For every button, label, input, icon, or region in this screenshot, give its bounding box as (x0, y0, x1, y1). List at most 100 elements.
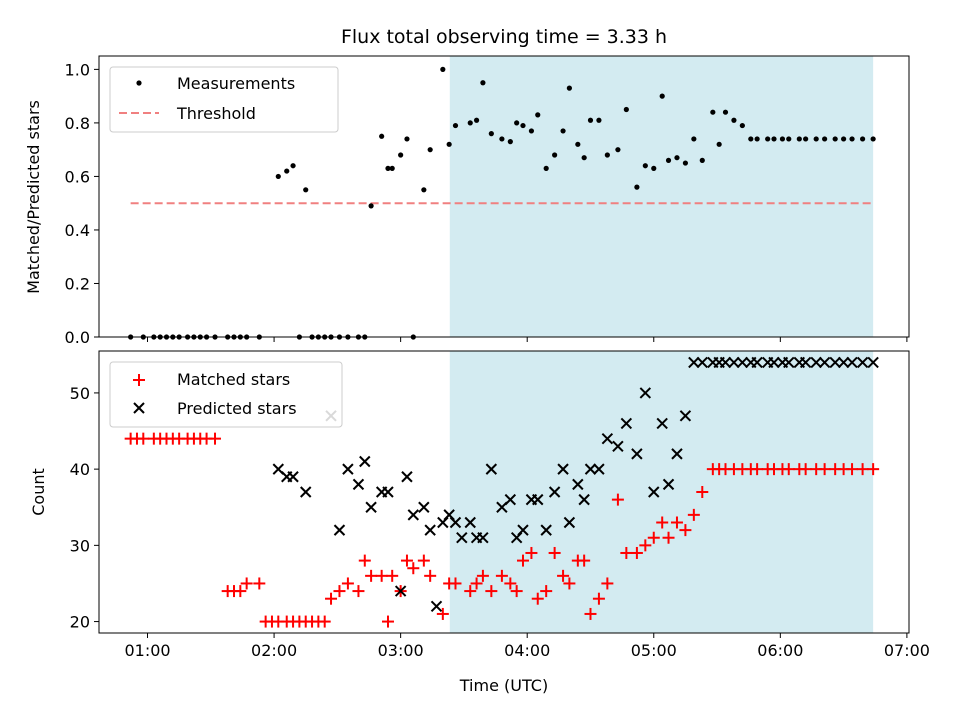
predicted-star-point (751, 356, 763, 369)
matched-star-point (358, 554, 371, 567)
matched-star-point (318, 615, 331, 628)
matched-star-point (557, 569, 570, 582)
bottom-legend: Matched stars Predicted stars (109, 361, 343, 428)
matched-star-point (375, 569, 388, 582)
legend-threshold-label: Threshold (176, 104, 256, 123)
matched-star-point (495, 569, 508, 582)
matched-star-point (333, 585, 346, 598)
y-tick-label: 0.6 (65, 167, 90, 186)
matched-star-point (799, 463, 812, 476)
predicted-star-point (631, 448, 643, 460)
measurement-point (467, 120, 473, 126)
measurement-point (575, 141, 581, 147)
measurement-point (368, 203, 374, 209)
measurement-point (710, 109, 716, 115)
measurement-point (440, 66, 446, 72)
predicted-star-point (639, 387, 652, 399)
measurement-point (389, 165, 395, 171)
measurement-point (754, 136, 760, 142)
measurement-point (535, 112, 541, 118)
predicted-star-point (449, 516, 462, 529)
predicted-star-point (656, 417, 668, 430)
measurement-point (691, 136, 697, 142)
matched-star-point (470, 577, 483, 590)
legend-measurements-label: Measurements (177, 74, 295, 93)
measurement-point (659, 93, 665, 99)
matched-star-point (687, 508, 700, 521)
y-tick-label: 0.4 (65, 221, 90, 240)
predicted-star-point (688, 356, 700, 369)
predicted-star-point (719, 356, 732, 369)
y-tick-label: 40 (70, 460, 90, 479)
matched-star-point (341, 577, 354, 590)
measurement-point (634, 184, 640, 190)
predicted-star-point (783, 356, 795, 369)
matched-star-point (209, 432, 222, 445)
predicted-star-point (593, 463, 605, 475)
matched-star-point (696, 486, 709, 498)
measurement-point (499, 136, 505, 142)
measurement-point (674, 155, 680, 161)
matched-star-point (400, 554, 413, 567)
measurement-point (765, 136, 771, 142)
matched-star-point (584, 607, 597, 620)
predicted-star-point (300, 486, 312, 498)
predicted-star-point (418, 501, 430, 513)
matched-star-point (504, 577, 517, 590)
matched-star-point (630, 546, 643, 559)
measurement-point (552, 152, 558, 158)
measurement-point (398, 152, 404, 158)
measurement-point (404, 136, 410, 142)
measurement-point (604, 152, 610, 158)
predicted-star-point (601, 432, 614, 445)
predicted-star-point (485, 463, 498, 475)
top-y-label: Matched/Predicted stars (24, 100, 43, 294)
x-tick-label: 07:00 (884, 641, 930, 660)
matched-star-point (424, 569, 437, 582)
predicted-star-point (818, 356, 831, 369)
legend-matched-marker (133, 374, 145, 386)
predicted-star-point (504, 493, 517, 506)
predicted-star-point (401, 471, 413, 483)
matched-star-point (510, 585, 523, 598)
measurement-point (615, 147, 621, 153)
top-x-axis (147, 337, 908, 342)
measurement-point (748, 136, 754, 142)
predicted-star-point (464, 516, 476, 529)
predicted-star-point (540, 524, 552, 536)
y-tick-label: 0.8 (65, 114, 90, 133)
predicted-star-point (846, 356, 858, 369)
legend-matched-label: Matched stars (177, 370, 290, 389)
predicted-star-point (382, 486, 394, 498)
predicted-star-point (424, 524, 436, 536)
matched-star-point (548, 546, 561, 559)
predicted-star-point (856, 356, 869, 369)
measurement-point (665, 157, 672, 163)
predicted-star-point (768, 356, 780, 369)
measurement-point (284, 168, 290, 174)
x-tick-label: 01:00 (124, 641, 170, 660)
matched-star-point (662, 531, 675, 544)
measurement-point (642, 163, 648, 169)
x-tick-label: 02:00 (251, 641, 297, 660)
x-axis-label: Time (UTC) (459, 676, 548, 695)
matched-star-point (352, 585, 365, 598)
measurement-point (560, 128, 566, 134)
matched-star-point (464, 585, 477, 598)
bottom-x-axis: 01:00 02:00 03:00 04:00 05:00 06:00 07:00 (124, 633, 930, 660)
measurement-point (803, 136, 809, 142)
legend-predicted-label: Predicted stars (177, 399, 297, 418)
matched-star-point (611, 493, 624, 506)
matched-star-point (656, 516, 669, 529)
matched-star-point (751, 463, 764, 476)
predicted-star-point (532, 493, 544, 506)
measurement-point (566, 85, 572, 91)
predicted-star-point (548, 486, 561, 498)
bottom-y-axis: 20 30 40 50 (70, 384, 99, 632)
measurement-point (771, 136, 777, 142)
matched-star-point (386, 569, 399, 582)
measurement-point (651, 165, 657, 171)
top-data-marks (128, 66, 876, 340)
predicted-star-point (829, 356, 841, 369)
measurement-point (587, 117, 594, 123)
